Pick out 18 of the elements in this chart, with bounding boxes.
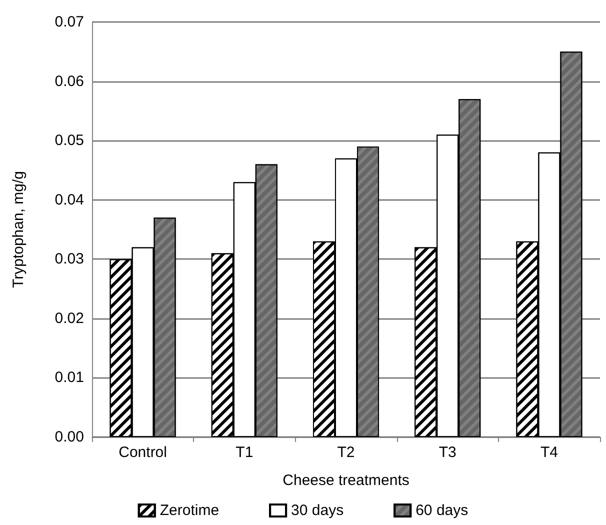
y-tick-label: 0.06 (54, 72, 84, 90)
y-axis-title: Tryptophan, mg/g (10, 170, 27, 288)
y-tick-label: 0.02 (54, 310, 84, 327)
legend-label: 60 days (416, 502, 468, 519)
x-tick-label: T4 (540, 444, 558, 461)
y-tick-label: 0.00 (54, 428, 84, 446)
y-tick-label: 0.01 (54, 369, 84, 386)
x-tick-label: T2 (337, 444, 355, 461)
y-tick-label: 0.04 (54, 191, 84, 208)
y-tick-label: 0.03 (54, 250, 84, 268)
y-tick-label: 0.05 (54, 132, 84, 150)
x-tick-label: T3 (438, 444, 456, 461)
x-tick-label: Control (118, 444, 167, 461)
y-tick-label: 0.07 (54, 14, 84, 30)
legend-label: Zerotime (160, 502, 220, 519)
x-tick-label: T1 (236, 444, 254, 461)
x-axis-title: Cheese treatments (282, 472, 410, 489)
legend-label: 30 days (291, 502, 344, 519)
